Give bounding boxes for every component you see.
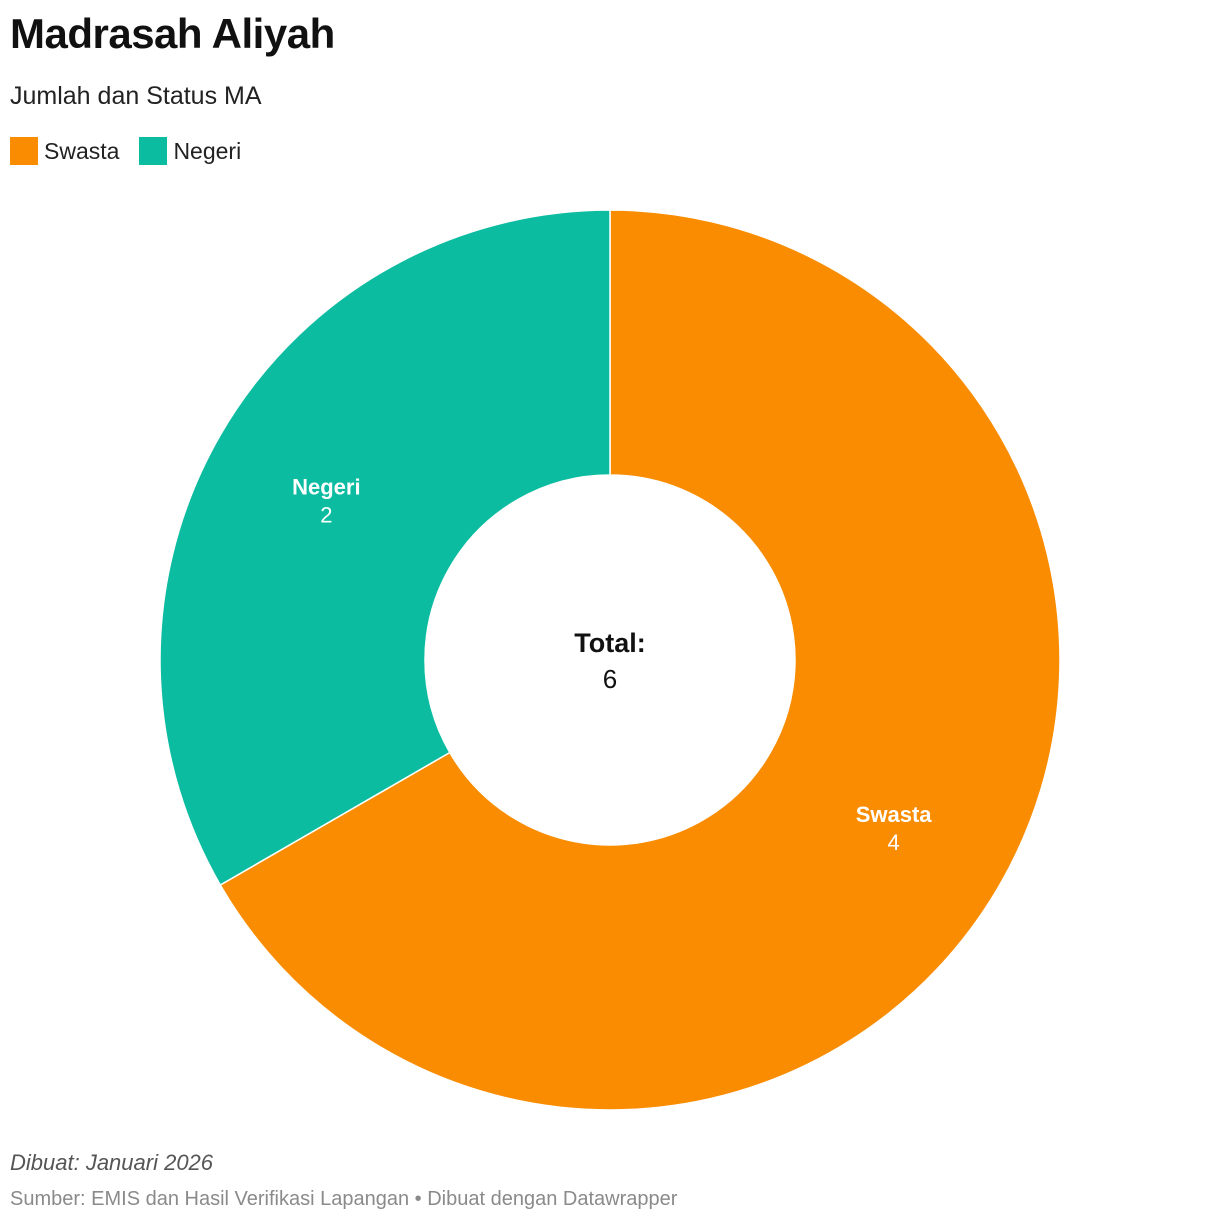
chart-notes: Dibuat: Januari 2026: [10, 1150, 214, 1175]
legend-item-negeri: Negeri: [139, 137, 241, 165]
slice-label-swasta: Swasta: [856, 802, 933, 827]
chart-source: Sumber: EMIS dan Hasil Verifikasi Lapang…: [10, 1188, 678, 1210]
donut-chart: Swasta 4 Negeri 2 Total: 6: [159, 209, 1061, 1111]
slice-value-swasta: 4: [887, 830, 899, 855]
slice-value-negeri: 2: [320, 502, 332, 527]
slice-negeri: [159, 209, 611, 887]
legend-item-swasta: Swasta: [10, 137, 119, 165]
legend-swatch-negeri: [139, 137, 168, 165]
slice-label-negeri: Negeri: [292, 474, 360, 499]
center-total-label: Total:: [574, 628, 645, 658]
legend-label-swasta: Swasta: [44, 137, 120, 164]
legend-swatch-swasta: [10, 137, 38, 165]
chart-subtitle: Jumlah dan Status MA: [10, 82, 262, 110]
slice-swasta: [219, 209, 1061, 1111]
legend: Swasta Negeri: [10, 137, 261, 165]
legend-label-negeri: Negeri: [173, 137, 242, 164]
center-total-value: 6: [603, 664, 617, 694]
chart-title: Madrasah Aliyah: [10, 10, 335, 57]
